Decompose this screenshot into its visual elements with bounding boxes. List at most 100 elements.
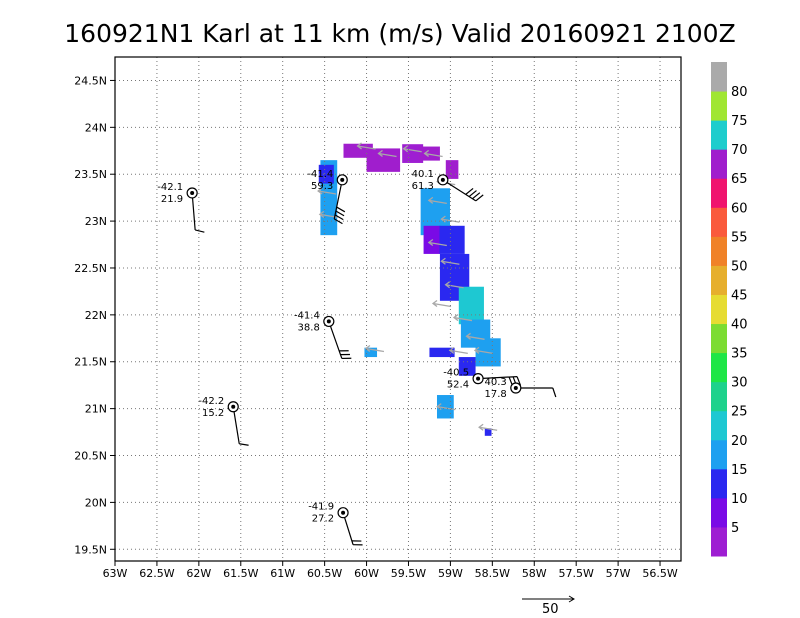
wind-barb-flag <box>468 190 477 198</box>
wind-barb-flag <box>334 214 344 221</box>
wind-vector-2 <box>377 149 397 158</box>
obs-wind-speed: 21.9 <box>161 194 183 205</box>
wind-cell-19 <box>484 428 492 436</box>
wind-vector-15 <box>473 346 494 355</box>
y-tick-label: 24.5N <box>74 74 107 87</box>
y-tick-label: 21N <box>85 403 107 416</box>
wind-barb-flag <box>472 192 481 200</box>
plot-area: 63W 62.5W 62W 61.5W 61W 60.5W 60W 59.5W 59W 58.5W… <box>74 56 682 580</box>
obs-temperature: -41.4 <box>294 310 320 321</box>
wind-vector-20 <box>478 423 498 431</box>
wind-barb-flag <box>336 206 346 213</box>
colorbar-segment-13 <box>711 178 727 208</box>
storm-center-dot <box>341 510 346 515</box>
chart-title: 160921N1 Karl at 11 km (m/s) Valid 20160… <box>64 19 735 48</box>
wind-vector-14 <box>448 346 468 355</box>
wind-vector-3 <box>402 145 422 153</box>
colorbar-label: 25 <box>731 405 748 420</box>
obs-temperature: -41.9 <box>308 502 334 513</box>
obs-7: 40.317.8 <box>485 377 557 400</box>
wind-vector-12 <box>452 314 473 322</box>
wind-vector-4 <box>423 149 443 158</box>
y-tick-label: 23N <box>85 215 107 228</box>
colorbar-segment-9 <box>711 294 727 325</box>
obs-8: -41.927.2 <box>308 502 363 546</box>
wind-cell-17 <box>364 347 378 358</box>
obs-2: -41.459.3 <box>307 169 348 225</box>
wind-barb-stem <box>232 406 240 444</box>
wind-barb-stem <box>191 192 196 231</box>
obs-wind-speed: 15.2 <box>202 408 224 419</box>
wind-barb-flag <box>475 194 484 202</box>
colorbar-label: 60 <box>731 201 748 216</box>
x-tick-label: 63W <box>103 567 128 580</box>
x-tick-label: 58.5W <box>475 567 510 580</box>
obs-3: 40.161.3 <box>412 169 484 202</box>
wind-vector-16 <box>317 187 337 195</box>
x-tick-label: 60W <box>354 567 379 580</box>
y-tick-label: 22.5N <box>74 262 107 275</box>
colorbar-label: 40 <box>731 318 748 333</box>
reference-vector-label: 50 <box>542 602 559 617</box>
obs-5: -42.215.2 <box>198 396 249 446</box>
x-tick-label: 61.5W <box>223 567 258 580</box>
obs-4: -41.438.8 <box>294 310 352 360</box>
colorbar-label: 30 <box>731 376 748 391</box>
storm-center-dot <box>326 319 331 324</box>
wind-vector-10 <box>444 281 464 289</box>
wind-vector-6 <box>427 196 447 204</box>
wind-barb-flag <box>516 376 522 386</box>
reference-arrowhead <box>568 595 575 603</box>
colorbar-segment-3 <box>711 468 727 499</box>
wind-vector-13 <box>465 332 485 340</box>
wind-barb-stem <box>328 321 343 359</box>
x-tick-label: 57W <box>606 567 631 580</box>
x-tick-label: 58W <box>522 567 547 580</box>
x-tick-label: 60.5W <box>307 567 342 580</box>
storm-center-dot <box>476 376 481 381</box>
obs-wind-speed: 59.3 <box>311 181 333 192</box>
storm-center-dot <box>231 404 236 409</box>
colorbar-segment-16 <box>711 91 727 121</box>
storm-center-dot <box>190 190 195 195</box>
y-tick-label: 21.5N <box>74 356 107 369</box>
colorbar-label: 5 <box>731 521 739 536</box>
y-tick-label: 20.5N <box>74 450 107 463</box>
obs-6: -40.552.4 <box>443 368 522 391</box>
obs-temperature: -42.1 <box>157 182 183 193</box>
wind-barb-flag <box>195 229 205 233</box>
wind-barb-flag <box>239 443 249 446</box>
colorbar-label: 45 <box>731 288 748 303</box>
colorbar-segment-8 <box>711 323 727 354</box>
colorbar: 5 10 15 20 25 30 35 40 45 50 55 60 65 70 75 80 <box>711 62 748 557</box>
wind-cell-8 <box>439 225 465 254</box>
obs-temperature: 40.1 <box>412 169 434 180</box>
x-tick-label: 62W <box>186 567 211 580</box>
wind-barb-flag <box>552 387 557 398</box>
wind-barb-flag <box>465 187 474 195</box>
wind-vector-7 <box>440 215 460 223</box>
colorbar-segment-5 <box>711 410 727 441</box>
wind-cell-13 <box>429 347 455 358</box>
colorbar-segment-14 <box>711 149 727 179</box>
obs-temperature: -41.4 <box>307 169 333 180</box>
y-tick-label: 23.5N <box>74 168 107 181</box>
wind-cell-5 <box>445 160 459 179</box>
wind-barb-stem <box>333 179 343 219</box>
colorbar-segment-2 <box>711 497 727 528</box>
wind-vector-11 <box>431 299 452 308</box>
colorbar-segment-10 <box>711 265 727 295</box>
wind-barb-stem <box>442 179 477 202</box>
obs-wind-speed: 38.8 <box>298 322 320 333</box>
obs-temperature: 40.3 <box>485 377 507 388</box>
colorbar-segment-12 <box>711 207 727 237</box>
obs-wind-speed: 61.3 <box>412 181 434 192</box>
colorbar-label: 80 <box>731 85 748 100</box>
colorbar-segment-15 <box>711 120 727 150</box>
x-tick-label: 61W <box>270 567 295 580</box>
y-tick-label: 19.5N <box>74 543 107 556</box>
colorbar-label: 35 <box>731 347 748 362</box>
colorbar-segment-11 <box>711 236 727 266</box>
plot-frame <box>114 56 682 562</box>
